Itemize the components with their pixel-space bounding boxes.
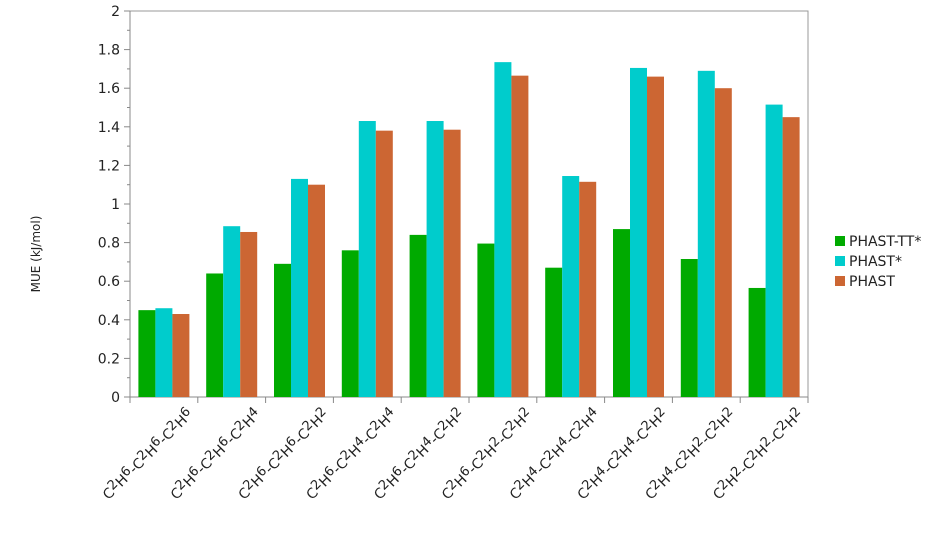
bar	[562, 176, 580, 397]
bar	[680, 259, 698, 397]
legend-swatch	[835, 256, 845, 266]
y-tick-label: 0.2	[98, 351, 120, 367]
x-axis: C2H6-C2H6-C2H6C2H6-C2H6-C2H4C2H6-C2H6-C2…	[98, 396, 809, 503]
x-category-label: C2H2-C2H2-C2H2	[708, 404, 807, 503]
x-category-label: C2H6-C2H4-C2H2	[369, 404, 468, 503]
x-category-label: C2H4-C2H2-C2H2	[640, 404, 739, 503]
legend: PHAST-TT* PHAST* PHAST	[835, 234, 921, 290]
bars	[138, 62, 800, 398]
y-tick-label: 1.6	[98, 81, 120, 97]
bar	[697, 70, 715, 397]
legend-swatch	[835, 276, 845, 286]
x-category-label: C2H6-C2H6-C2H6	[98, 404, 197, 503]
legend-swatch	[835, 236, 845, 246]
bar	[579, 181, 597, 397]
x-category-label: C2H6-C2H4-C2H4	[301, 404, 400, 503]
bar	[375, 130, 393, 397]
y-axis-label: MUE (kJ/mol)	[29, 216, 43, 293]
bar	[274, 263, 291, 397]
x-category-label: C2H6-C2H2-C2H2	[437, 404, 536, 503]
bar	[172, 314, 190, 397]
bar	[206, 273, 224, 397]
bar	[477, 243, 495, 397]
bar	[308, 184, 325, 397]
y-tick-label: 1	[111, 197, 120, 213]
x-category-label: C2H4-C2H4-C2H2	[573, 404, 672, 503]
y-tick-label: 0.8	[98, 236, 120, 252]
bar	[545, 267, 563, 397]
y-tick-label: 0	[111, 390, 120, 406]
bar	[748, 287, 766, 397]
bar	[409, 234, 427, 397]
bar	[630, 67, 647, 397]
bar	[714, 88, 732, 397]
bar	[613, 229, 630, 397]
legend-label: PHAST	[849, 274, 895, 290]
y-tick-label: 1.8	[98, 43, 120, 59]
bar	[765, 104, 783, 397]
bar	[155, 308, 173, 397]
bar	[647, 76, 664, 398]
y-tick-label: 0.4	[98, 313, 120, 329]
y-axis: 0 0.2 0.4 0.6 0.8 1 1.2 1.4 1.6 1.8 2	[98, 4, 131, 406]
x-category-label: C2H4-C2H4-C2H4	[505, 404, 604, 503]
bar	[443, 129, 461, 397]
bar	[138, 310, 156, 397]
y-tick-label: 2	[111, 4, 120, 20]
bar	[341, 250, 359, 397]
x-category-label: C2H6-C2H6-C2H2	[234, 404, 333, 503]
y-tick-label: 1.2	[98, 158, 120, 174]
bar	[426, 121, 444, 397]
bar	[240, 231, 258, 397]
y-tick-label: 1.4	[98, 120, 120, 136]
bar	[291, 178, 308, 397]
y-tick-label: 0.6	[98, 274, 120, 290]
legend-label: PHAST*	[849, 254, 902, 270]
bar	[494, 62, 512, 398]
bar	[223, 226, 241, 397]
bar	[511, 75, 529, 397]
bar	[358, 121, 376, 397]
bar	[782, 117, 800, 398]
legend-label: PHAST-TT*	[849, 234, 921, 250]
